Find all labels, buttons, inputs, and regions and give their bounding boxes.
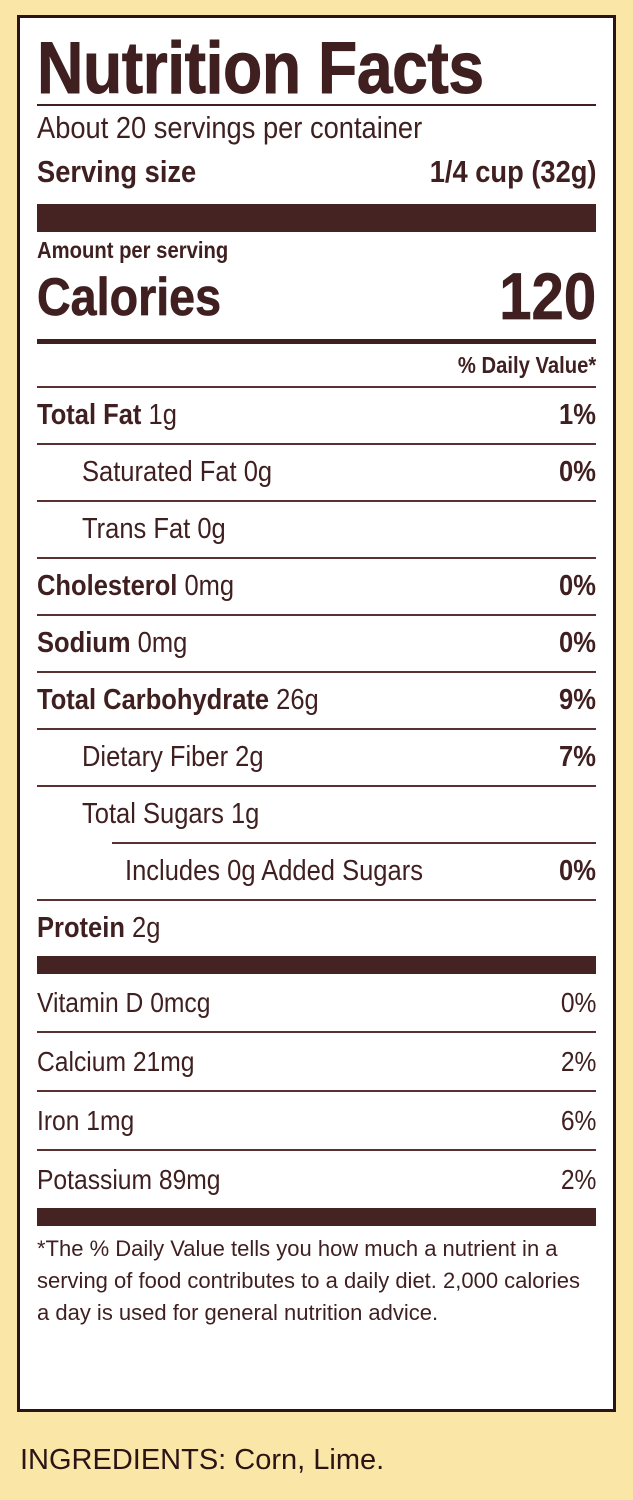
page-title: Nutrition Facts xyxy=(37,27,485,109)
table-row: Potassium 89mg 2% xyxy=(37,1151,596,1208)
micronutrient-dv: 2% xyxy=(560,1046,596,1077)
row-divider xyxy=(37,557,596,559)
calories-label: Calories xyxy=(37,268,222,327)
nutrient-amount: 1g xyxy=(148,399,177,431)
table-row: Protein 2g xyxy=(37,901,596,956)
micronutrient-name: Iron 1mg xyxy=(37,1105,135,1136)
serving-size-value: 1/4 cup (32g) xyxy=(429,154,596,189)
row-divider xyxy=(37,500,596,502)
nutrient-dv: 0% xyxy=(559,855,596,887)
nutrient-name: Protein xyxy=(37,912,125,944)
nutrient-amount: 1g xyxy=(230,798,260,830)
daily-value-header: % Daily Value* xyxy=(457,352,596,378)
table-row: Dietary Fiber 2g 7% xyxy=(37,730,596,785)
nutrient-name: Cholesterol xyxy=(37,570,178,602)
table-row: Includes 0g Added Sugars 0% xyxy=(37,844,596,899)
rule-above-total-fat xyxy=(37,386,596,388)
row-divider xyxy=(37,443,596,445)
nutrient-dv: 0% xyxy=(559,627,596,659)
nutrient-amount: 0mg xyxy=(137,627,188,659)
rule-under-calories xyxy=(37,339,596,344)
table-row: Saturated Fat 0g 0% xyxy=(37,445,596,500)
nutrient-amount: 2g xyxy=(235,741,264,773)
nutrition-facts-panel: Nutrition Facts About 20 servings per co… xyxy=(17,15,616,1412)
thick-bar-above-calories xyxy=(37,204,596,232)
micronutrient-dv: 0% xyxy=(560,987,596,1018)
table-row: Trans Fat 0g xyxy=(37,502,596,557)
table-row: Sodium 0mg 0% xyxy=(37,616,596,671)
row-divider-indented xyxy=(112,842,596,844)
table-row: Calcium 21mg 2% xyxy=(37,1033,596,1090)
row-divider xyxy=(37,728,596,730)
ingredients-text: INGREDIENTS: Corn, Lime. xyxy=(20,1444,385,1476)
nutrient-amount: 0g xyxy=(243,456,273,488)
nutrient-name: Includes 0g Added Sugars xyxy=(125,855,423,887)
table-row: Total Fat 1g 1% xyxy=(37,388,596,443)
micronutrient-name: Vitamin D 0mcg xyxy=(37,987,211,1018)
row-divider xyxy=(37,785,596,787)
table-row: Total Carbohydrate 26g 9% xyxy=(37,673,596,728)
nutrient-amount: 0mg xyxy=(184,570,235,602)
calories-block: Amount per serving Calories 120 xyxy=(37,232,597,339)
nutrient-amount: 0g xyxy=(197,513,226,545)
row-divider xyxy=(37,671,596,673)
serving-size-label: Serving size xyxy=(37,154,197,189)
micronutrient-name: Calcium 21mg xyxy=(37,1046,195,1077)
nutrient-dv: 7% xyxy=(559,741,596,773)
nutrient-dv: 9% xyxy=(559,684,596,716)
calories-value: 120 xyxy=(499,259,597,333)
nutrient-name: Saturated Fat xyxy=(82,456,237,488)
calories-row: Calories 120 xyxy=(37,259,597,333)
nutrient-amount: 2g xyxy=(132,912,161,944)
nutrient-name: Trans Fat xyxy=(82,513,191,545)
serving-size-row: Serving size 1/4 cup (32g) xyxy=(37,149,596,194)
thick-bar-above-footnote xyxy=(37,1208,596,1226)
nutrient-dv: 1% xyxy=(559,399,596,431)
nutrient-name: Sodium xyxy=(37,627,131,659)
table-row: Iron 1mg 6% xyxy=(37,1092,596,1149)
amount-per-serving-label: Amount per serving xyxy=(37,237,229,263)
nutrient-dv: 0% xyxy=(559,456,596,488)
nutrient-name: Total Fat xyxy=(37,399,142,431)
row-divider xyxy=(37,614,596,616)
table-row: Total Sugars 1g xyxy=(37,787,596,842)
row-divider xyxy=(37,1031,596,1033)
title-row: Nutrition Facts xyxy=(37,18,596,109)
table-row: Cholesterol 0mg 0% xyxy=(37,559,596,614)
rule-under-title xyxy=(37,104,596,106)
servings-per-container-row: About 20 servings per container xyxy=(37,106,596,149)
micronutrient-dv: 2% xyxy=(560,1164,596,1195)
row-divider xyxy=(37,1149,596,1151)
row-divider xyxy=(37,899,596,901)
row-divider xyxy=(37,1090,596,1092)
nutrient-name: Dietary Fiber xyxy=(82,741,229,773)
thick-bar-above-vitamins xyxy=(37,956,596,974)
micronutrient-dv: 6% xyxy=(560,1105,596,1136)
nutrient-name: Total Sugars xyxy=(82,798,224,830)
nutrient-amount: 26g xyxy=(276,684,319,716)
daily-value-footnote: *The % Daily Value tells you how much a … xyxy=(37,1236,580,1325)
nutrient-name: Total Carbohydrate xyxy=(37,684,270,716)
table-row: Vitamin D 0mcg 0% xyxy=(37,974,596,1031)
servings-per-container-text: About 20 servings per container xyxy=(37,110,423,145)
micronutrient-name: Potassium 89mg xyxy=(37,1164,221,1195)
nutrient-dv: 0% xyxy=(559,570,596,602)
